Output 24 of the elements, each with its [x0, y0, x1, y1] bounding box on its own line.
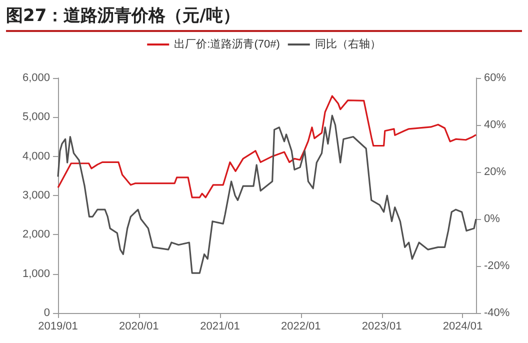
y-tick-label: 5,000 — [22, 111, 50, 124]
line-series — [57, 114, 477, 274]
x-tick-label: 2022/01 — [281, 320, 321, 332]
y-tick-label: 2,000 — [22, 228, 50, 241]
y2-tick-label: 0% — [484, 213, 500, 225]
y-tick-label: 4,000 — [22, 150, 50, 162]
y2-tick-label: -40% — [484, 307, 510, 319]
x-tick-label: 2023/01 — [362, 320, 402, 332]
y2-tick-label: 40% — [484, 119, 506, 131]
x-tick-label: 2019/01 — [38, 320, 78, 332]
y2-tick-label: 60% — [484, 72, 506, 84]
y2-tick-label: 20% — [484, 166, 506, 178]
chart-title: 图27：道路沥青价格（元/吨） — [6, 4, 522, 32]
x-tick-label: 2020/01 — [119, 320, 159, 332]
y-tick-label: 1,000 — [22, 268, 50, 280]
legend-label: 同比（右轴） — [314, 38, 381, 50]
line-series — [57, 95, 477, 198]
x-tick-label: 2021/01 — [200, 320, 240, 332]
y2-tick-label: -20% — [484, 260, 510, 272]
legend-label: 出厂价:道路沥青(70#) — [174, 38, 280, 50]
y-tick-label: 3,000 — [22, 190, 50, 202]
y-tick-label: 6,000 — [22, 72, 50, 84]
x-tick-label: 2024/01 — [442, 320, 483, 332]
y-tick-label: 0 — [44, 307, 50, 319]
